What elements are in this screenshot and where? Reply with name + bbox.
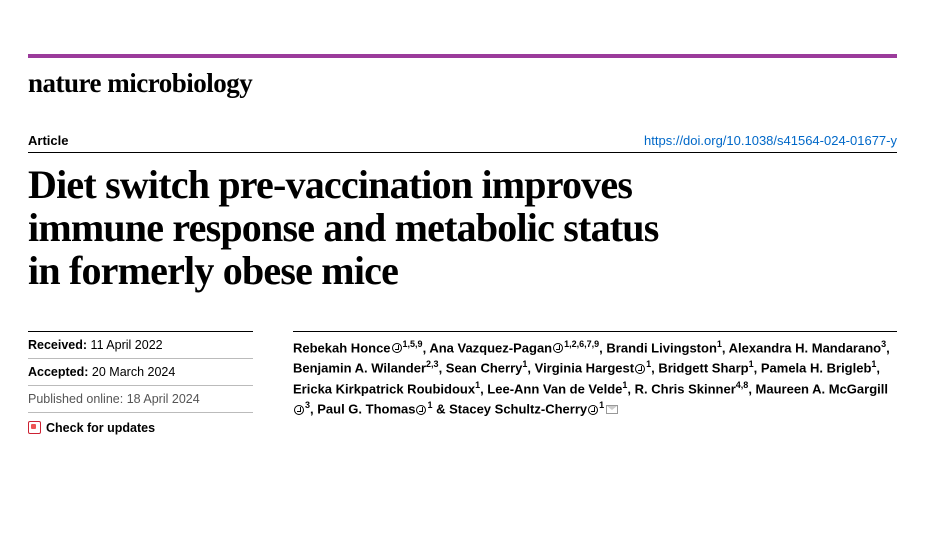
published-row: Published online: 18 April 2024 <box>28 386 253 413</box>
accepted-label: Accepted: <box>28 365 88 379</box>
accepted-value: 20 March 2024 <box>92 365 175 379</box>
received-label: Received: <box>28 338 87 352</box>
journal-rule <box>28 54 897 58</box>
doi-link[interactable]: https://doi.org/10.1038/s41564-024-01677… <box>644 133 897 148</box>
check-updates-icon <box>28 421 41 434</box>
journal-name: nature microbiology <box>28 68 897 99</box>
lower-block: Received: 11 April 2022 Accepted: 20 Mar… <box>28 331 897 439</box>
orcid-icon <box>635 364 645 374</box>
published-value: 18 April 2024 <box>127 392 200 406</box>
orcid-icon <box>588 405 598 415</box>
check-updates-label: Check for updates <box>46 421 155 435</box>
article-title: Diet switch pre-vaccination improves imm… <box>28 163 688 293</box>
orcid-icon <box>294 405 304 415</box>
orcid-icon <box>392 343 402 353</box>
orcid-icon <box>416 405 426 415</box>
dates-column: Received: 11 April 2022 Accepted: 20 Mar… <box>28 331 253 439</box>
received-value: 11 April 2022 <box>91 338 163 352</box>
mail-icon <box>606 405 618 414</box>
authors-block: Rebekah Honce1,5,9, Ana Vazquez-Pagan1,2… <box>293 331 897 439</box>
check-updates[interactable]: Check for updates <box>28 413 253 439</box>
orcid-icon <box>553 343 563 353</box>
published-label: Published online: <box>28 392 123 406</box>
received-row: Received: 11 April 2022 <box>28 332 253 359</box>
accepted-row: Accepted: 20 March 2024 <box>28 359 253 386</box>
article-type-label: Article <box>28 133 68 148</box>
meta-row: Article https://doi.org/10.1038/s41564-0… <box>28 133 897 153</box>
